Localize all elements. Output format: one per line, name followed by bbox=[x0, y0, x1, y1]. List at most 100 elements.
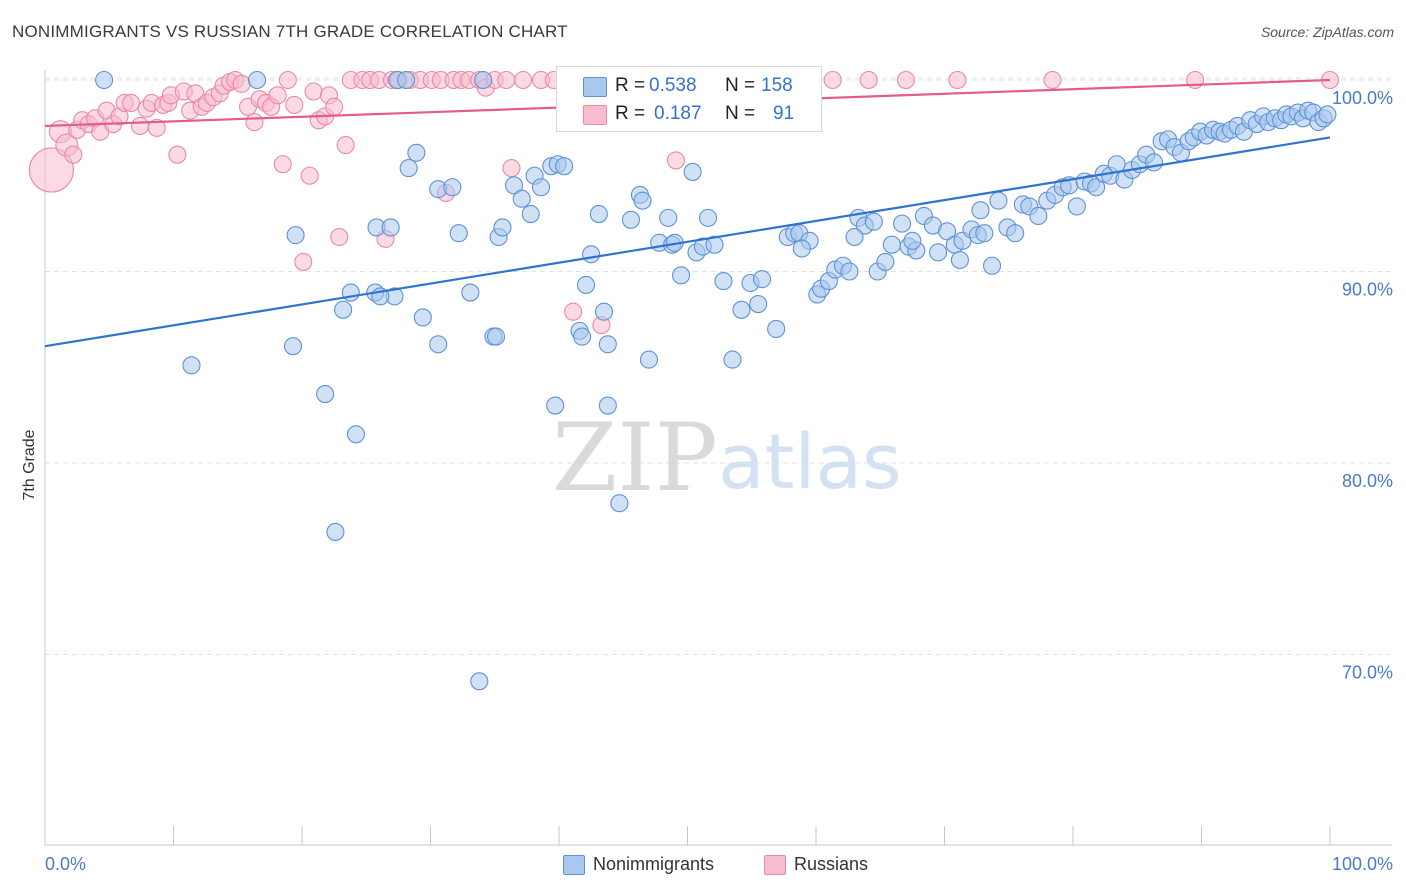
nonimmigrants-point bbox=[594, 302, 614, 321]
n-label: N = bbox=[725, 103, 756, 124]
blue-swatch-icon bbox=[563, 855, 585, 875]
nonimmigrants-point bbox=[876, 252, 895, 271]
watermark-atlas: atlas bbox=[718, 417, 902, 506]
nonimmigrants-point bbox=[316, 385, 335, 404]
nonimmigrants-point bbox=[929, 243, 948, 262]
russians-point bbox=[1043, 70, 1062, 90]
nonimmigrants-point bbox=[971, 201, 990, 220]
nonimmigrants-point bbox=[555, 157, 574, 176]
nonimmigrants-point bbox=[546, 396, 565, 415]
nonimmigrants-point bbox=[407, 143, 426, 162]
nonimmigrants-point bbox=[699, 208, 718, 227]
russians-point bbox=[131, 116, 150, 136]
nonimmigrants-point bbox=[982, 256, 1002, 275]
nonimmigrants-point bbox=[443, 178, 462, 197]
nonimmigrants-point bbox=[461, 283, 480, 302]
blue-swatch-icon bbox=[583, 77, 607, 97]
nonimmigrants-point bbox=[938, 222, 957, 241]
nonimmigrants-point bbox=[752, 270, 772, 289]
russians-point bbox=[896, 70, 916, 90]
n-value: 91 bbox=[773, 103, 795, 124]
y-tick-label: 100.0% bbox=[1332, 88, 1393, 108]
tick-labels: 100.0% 90.0% 80.0% 70.0% 0.0% 100.0% bbox=[45, 88, 1393, 874]
nonimmigrants-point bbox=[840, 262, 859, 281]
russians-point bbox=[278, 70, 297, 90]
nonimmigrants-point bbox=[573, 327, 592, 346]
nonimmigrants-point bbox=[659, 208, 678, 227]
nonimmigrants-point bbox=[346, 425, 366, 444]
russians-point bbox=[245, 113, 264, 132]
nonimmigrants-point bbox=[521, 205, 540, 224]
y-tick-label: 70.0% bbox=[1342, 663, 1393, 683]
nonimmigrants-point bbox=[474, 70, 493, 90]
nonimmigrants-point bbox=[504, 176, 524, 195]
n-value: 158 bbox=[761, 75, 793, 96]
russians-point bbox=[273, 155, 292, 174]
watermark-zip: ZIP bbox=[552, 404, 718, 513]
nonimmigrants-point bbox=[792, 239, 811, 258]
r-label: R = bbox=[615, 75, 646, 96]
nonimmigrants-point bbox=[512, 189, 531, 208]
nonimmigrants-point bbox=[1067, 197, 1086, 216]
stats-legend: R = 0.538 N = 158 R = 0.187 N = 91 bbox=[556, 66, 822, 132]
russians-point bbox=[28, 147, 74, 193]
nonimmigrants-point bbox=[429, 335, 448, 354]
series-legend: Nonimmigrants Russians bbox=[0, 850, 1406, 880]
gridlines bbox=[45, 77, 1392, 655]
n-label: N = bbox=[725, 75, 756, 96]
x-tick-label: 0.0% bbox=[45, 854, 86, 874]
y-tick-label: 80.0% bbox=[1342, 471, 1393, 491]
nonimmigrants-point bbox=[882, 235, 901, 254]
nonimmigrants-trend-line bbox=[44, 136, 1331, 348]
russians-point bbox=[564, 302, 583, 321]
nonimmigrants-point bbox=[399, 159, 418, 178]
russians-point bbox=[666, 151, 685, 170]
nonimmigrants-point bbox=[610, 494, 629, 513]
russians-point bbox=[330, 227, 349, 247]
nonimmigrants-point bbox=[576, 275, 596, 294]
nonimmigrants-point bbox=[767, 319, 786, 339]
nonimmigrants-point bbox=[683, 162, 702, 181]
y-tick-label: 90.0% bbox=[1342, 280, 1393, 300]
nonimmigrants-point bbox=[1087, 178, 1106, 197]
russians-point bbox=[268, 86, 287, 105]
nonimmigrants-point bbox=[486, 327, 506, 346]
nonimmigrants-point bbox=[283, 337, 303, 356]
nonimmigrants-point bbox=[397, 70, 416, 90]
nonimmigrants-point bbox=[672, 266, 691, 285]
nonimmigrants-point bbox=[449, 224, 468, 243]
nonimmigrants-point bbox=[334, 300, 353, 319]
nonimmigrants-point bbox=[621, 210, 641, 229]
russians-point bbox=[294, 252, 313, 271]
russians-point bbox=[304, 82, 323, 101]
russians-point bbox=[513, 70, 533, 90]
nonimmigrants-point bbox=[893, 214, 912, 233]
stats-row-russians: R = 0.187 N = 91 bbox=[557, 100, 821, 130]
nonimmigrants-point bbox=[732, 300, 751, 319]
axes bbox=[44, 70, 1392, 846]
russians-point bbox=[336, 136, 355, 155]
russians-point bbox=[859, 70, 878, 90]
nonimmigrants-point bbox=[714, 272, 733, 291]
nonimmigrants-point bbox=[950, 250, 969, 270]
russians-point bbox=[147, 118, 166, 137]
nonimmigrants-point bbox=[1029, 206, 1048, 226]
nonimmigrants-point bbox=[598, 396, 617, 415]
russians-point bbox=[823, 70, 842, 90]
nonimmigrants-point bbox=[598, 335, 617, 354]
nonimmigrants-point bbox=[989, 191, 1008, 210]
nonimmigrants-point bbox=[639, 350, 659, 369]
nonimmigrants-point bbox=[531, 178, 551, 197]
nonimmigrants-point bbox=[326, 522, 345, 541]
nonimmigrants-point bbox=[723, 350, 742, 369]
russians-point bbox=[502, 159, 521, 178]
nonimmigrants-point bbox=[493, 218, 512, 237]
russians-point bbox=[948, 70, 967, 90]
nonimmigrants-point bbox=[582, 245, 601, 264]
chart-source: Source: ZipAtlas.com bbox=[1260, 24, 1394, 40]
nonimmigrants-point bbox=[381, 218, 400, 237]
nonimmigrants-point bbox=[589, 205, 608, 224]
nonimmigrants-point bbox=[95, 70, 114, 90]
russians-point bbox=[64, 145, 83, 164]
